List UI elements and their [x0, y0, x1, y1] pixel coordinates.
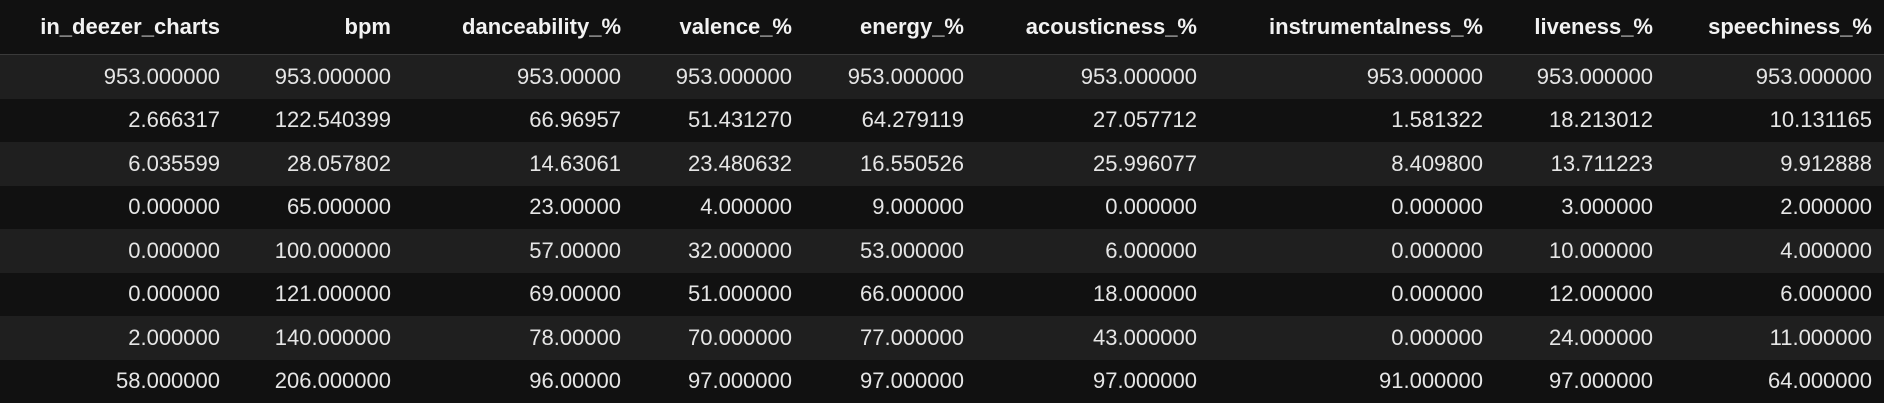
table-cell: 953.000000 [1209, 55, 1495, 99]
table-cell: 28.057802 [232, 142, 403, 186]
table-cell: 70.000000 [633, 316, 804, 360]
column-header-valence: valence_% [633, 0, 804, 55]
table-cell: 2.000000 [1665, 186, 1884, 230]
table-cell: 58.000000 [0, 360, 232, 403]
table-cell: 0.000000 [0, 186, 232, 230]
table-cell: 24.000000 [1495, 316, 1665, 360]
table-cell: 97.000000 [804, 360, 976, 403]
table-cell: 97.000000 [633, 360, 804, 403]
table-cell: 8.409800 [1209, 142, 1495, 186]
column-header-acousticness: acousticness_% [976, 0, 1209, 55]
table-cell: 121.000000 [232, 273, 403, 317]
table-cell: 25.996077 [976, 142, 1209, 186]
column-header-energy: energy_% [804, 0, 976, 55]
column-header-instrumentalness: instrumentalness_% [1209, 0, 1495, 55]
table-cell: 10.000000 [1495, 229, 1665, 273]
table-cell: 6.035599 [0, 142, 232, 186]
table-cell: 57.00000 [403, 229, 633, 273]
table-cell: 0.000000 [1209, 186, 1495, 230]
table-cell: 51.431270 [633, 99, 804, 143]
table-cell: 53.000000 [804, 229, 976, 273]
table-cell: 43.000000 [976, 316, 1209, 360]
table-cell: 1.581322 [1209, 99, 1495, 143]
table-cell: 3.000000 [1495, 186, 1665, 230]
table-cell: 91.000000 [1209, 360, 1495, 403]
table-cell: 65.000000 [232, 186, 403, 230]
table-cell: 2.666317 [0, 99, 232, 143]
column-header-danceability: danceability_% [403, 0, 633, 55]
table-cell: 953.000000 [1665, 55, 1884, 99]
table-cell: 953.000000 [1495, 55, 1665, 99]
table-cell: 16.550526 [804, 142, 976, 186]
table-cell: 4.000000 [1665, 229, 1884, 273]
table-cell: 953.000000 [633, 55, 804, 99]
table-cell: 0.000000 [1209, 273, 1495, 317]
column-header-speechiness: speechiness_% [1665, 0, 1884, 55]
table-cell: 0.000000 [1209, 229, 1495, 273]
table-cell: 78.00000 [403, 316, 633, 360]
table-cell: 23.00000 [403, 186, 633, 230]
table-cell: 64.000000 [1665, 360, 1884, 403]
table-cell: 97.000000 [976, 360, 1209, 403]
table-cell: 18.213012 [1495, 99, 1665, 143]
table-cell: 6.000000 [1665, 273, 1884, 317]
column-header-in-deezer-charts: in_deezer_charts [0, 0, 232, 55]
table-cell: 953.000000 [0, 55, 232, 99]
column-header-liveness: liveness_% [1495, 0, 1665, 55]
table-cell: 0.000000 [1209, 316, 1495, 360]
table-cell: 122.540399 [232, 99, 403, 143]
table-cell: 27.057712 [976, 99, 1209, 143]
table-cell: 51.000000 [633, 273, 804, 317]
table-cell: 4.000000 [633, 186, 804, 230]
table-cell: 100.000000 [232, 229, 403, 273]
table-cell: 6.000000 [976, 229, 1209, 273]
table-cell: 64.279119 [804, 99, 976, 143]
table-cell: 953.000000 [804, 55, 976, 99]
table-cell: 69.00000 [403, 273, 633, 317]
table-cell: 66.000000 [804, 273, 976, 317]
table-cell: 11.000000 [1665, 316, 1884, 360]
table-cell: 12.000000 [1495, 273, 1665, 317]
table-cell: 96.00000 [403, 360, 633, 403]
table-cell: 0.000000 [0, 273, 232, 317]
table-cell: 953.000000 [232, 55, 403, 99]
table-cell: 77.000000 [804, 316, 976, 360]
table-cell: 18.000000 [976, 273, 1209, 317]
table-cell: 10.131165 [1665, 99, 1884, 143]
table-cell: 9.912888 [1665, 142, 1884, 186]
table-cell: 0.000000 [0, 229, 232, 273]
table-cell: 953.00000 [403, 55, 633, 99]
column-header-bpm: bpm [232, 0, 403, 55]
table-cell: 66.96957 [403, 99, 633, 143]
table-cell: 23.480632 [633, 142, 804, 186]
table-cell: 32.000000 [633, 229, 804, 273]
table-cell: 0.000000 [976, 186, 1209, 230]
table-cell: 9.000000 [804, 186, 976, 230]
table-cell: 140.000000 [232, 316, 403, 360]
table-cell: 14.63061 [403, 142, 633, 186]
table-cell: 2.000000 [0, 316, 232, 360]
table-cell: 97.000000 [1495, 360, 1665, 403]
table-cell: 953.000000 [976, 55, 1209, 99]
table-cell: 13.711223 [1495, 142, 1665, 186]
table-cell: 206.000000 [232, 360, 403, 403]
